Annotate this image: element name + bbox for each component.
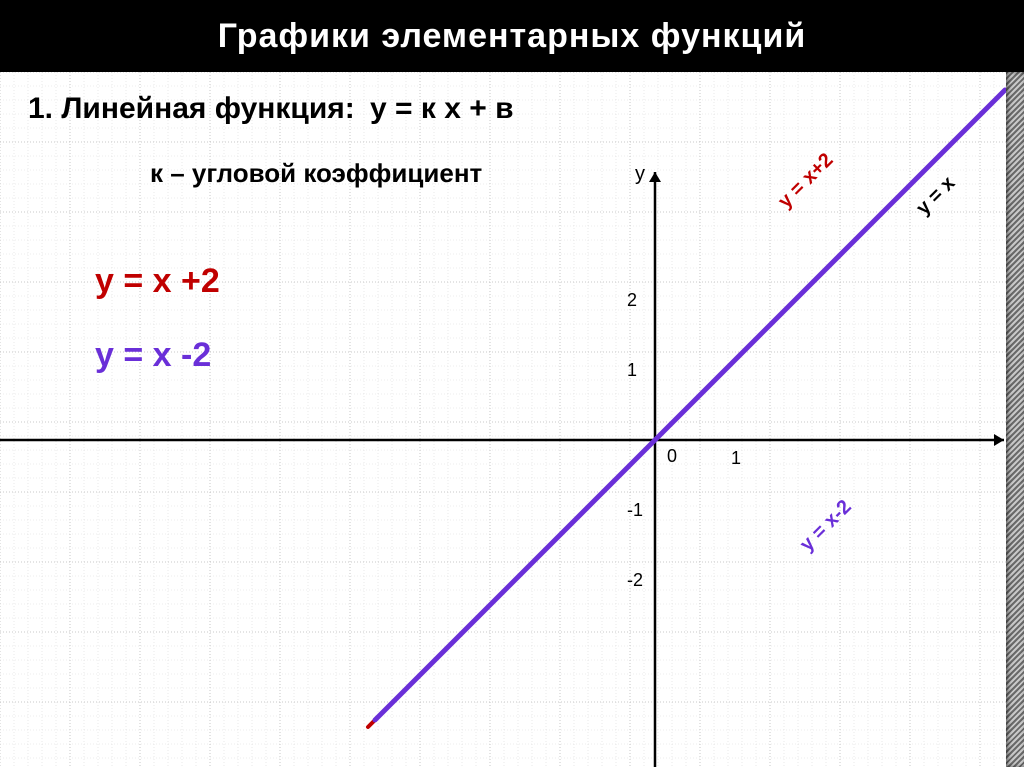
linear-formula: у = к x + в [370, 92, 514, 126]
decorative-side-strip [1006, 72, 1024, 767]
svg-text:1: 1 [731, 448, 741, 468]
header-bar: Графики элементарных функций [0, 0, 1024, 72]
slide: Графики элементарных функций 0121-1-2yxy… [0, 0, 1024, 767]
svg-text:-1: -1 [627, 500, 643, 520]
equation-1: у = х +2 [95, 262, 220, 301]
svg-text:y: y [635, 163, 645, 185]
section-label: 1. Линейная функция: [28, 92, 355, 126]
svg-text:-2: -2 [627, 570, 643, 590]
coefficient-note: к – угловой коэффициент [150, 158, 482, 189]
svg-text:0: 0 [667, 446, 677, 466]
equation-2: у = х -2 [95, 336, 211, 375]
svg-text:y = x+2: y = x+2 [774, 149, 838, 213]
svg-text:2: 2 [627, 290, 637, 310]
slide-title: Графики элементарных функций [218, 17, 807, 56]
svg-text:1: 1 [627, 360, 637, 380]
